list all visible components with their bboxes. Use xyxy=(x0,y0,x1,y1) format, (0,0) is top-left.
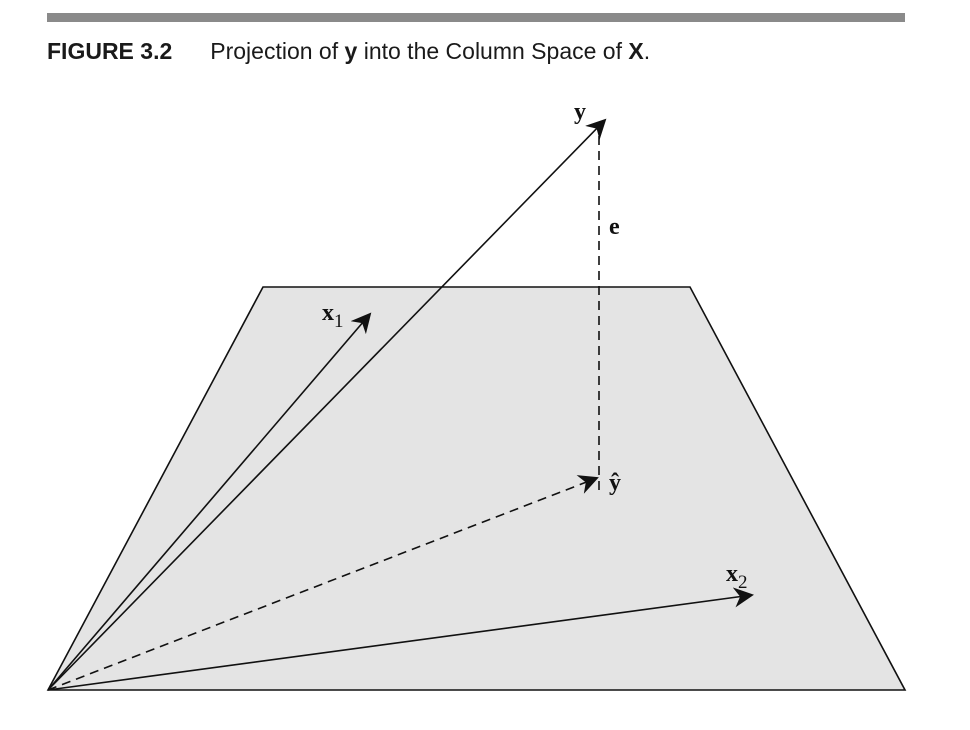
x2-label-sub: 2 xyxy=(738,572,748,593)
caption-y-symbol: y xyxy=(344,38,358,64)
column-space-plane xyxy=(46,286,907,691)
y-label: y xyxy=(574,99,586,125)
x2-vector xyxy=(47,587,754,691)
y-vector xyxy=(47,118,607,691)
x1-label-sub: 1 xyxy=(334,311,344,332)
caption-x-symbol: X xyxy=(628,38,644,64)
caption-text-1: Projection of xyxy=(210,38,345,64)
caption-text-3: . xyxy=(643,38,651,64)
caption-text-2: into the Column Space of xyxy=(357,38,629,64)
x1-label-base: x xyxy=(322,300,334,326)
x2-label: x2 xyxy=(726,561,748,593)
x2-label-base: x xyxy=(726,561,738,587)
figure-caption: FIGURE 3.2 Projection of y into the Colum… xyxy=(47,36,650,66)
top-rule xyxy=(47,13,905,22)
figure-number: FIGURE 3.2 xyxy=(47,38,173,64)
x1-label: x1 xyxy=(322,300,344,332)
y-hat-vector xyxy=(47,475,599,691)
e-label: e xyxy=(609,214,620,240)
y-hat-label: ŷ xyxy=(609,470,621,496)
x1-vector xyxy=(47,312,372,691)
